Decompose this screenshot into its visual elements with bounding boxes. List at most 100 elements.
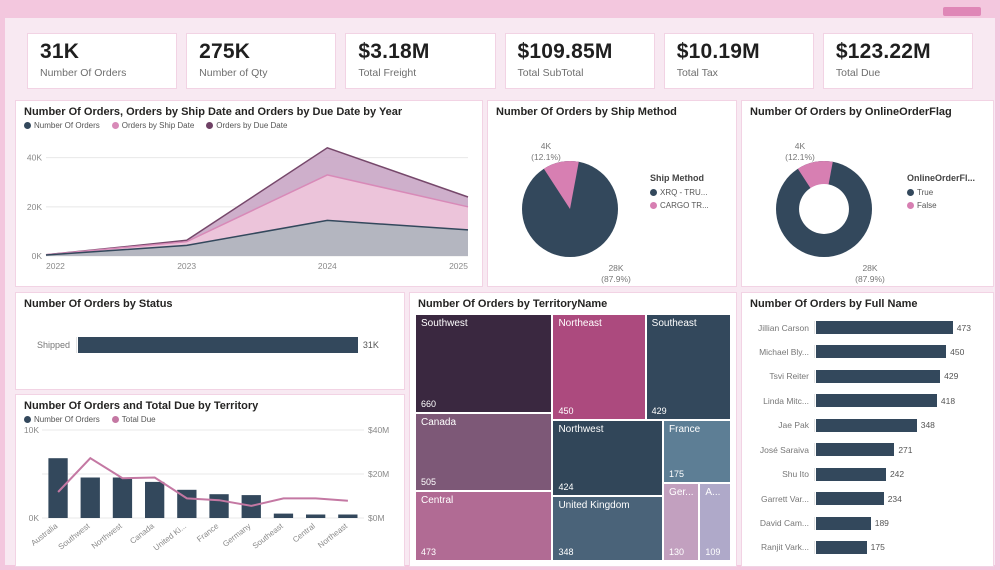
order-count-bar[interactable] <box>816 321 953 334</box>
legend-item-orders-by-ship-date[interactable]: Orders by Ship Date <box>111 121 194 130</box>
full-name-bars: Jillian Carson 473 Michael Bly... 450 Tsvi R… <box>748 317 987 558</box>
territory-combo-chart[interactable]: $40M $20M $0M 10K 0KAustraliaSouthwestNorthw… <box>16 424 398 564</box>
treemap-tile-a[interactable]: A... 109 <box>699 483 731 561</box>
bar-track: 234 <box>814 492 987 506</box>
treemap-card: Number Of Orders by TerritoryName Southw… <box>409 292 737 567</box>
area-chart[interactable]: 0K 20K 40K 2022 2023 2024 2025 <box>16 130 476 272</box>
territory-bar-southwest[interactable] <box>80 477 100 519</box>
bar-value: 271 <box>898 444 913 455</box>
status-bar-track: 31K <box>76 337 396 353</box>
territory-bar-australia[interactable] <box>48 458 68 518</box>
svg-text:Canada: Canada <box>128 521 156 546</box>
treemap-tile-name: Northeast <box>558 318 602 329</box>
legend-item-orders-by-due-date[interactable]: Orders by Due Date <box>206 121 287 130</box>
legend-item-false[interactable]: False <box>907 201 989 210</box>
svg-text:2023: 2023 <box>177 261 196 271</box>
donut-chart[interactable] <box>746 121 906 284</box>
bar-track: 429 <box>814 369 987 383</box>
legend-item-cargo-tr[interactable]: CARGO TR... <box>650 201 732 210</box>
order-count-bar[interactable] <box>816 516 871 530</box>
legend-dot <box>206 122 214 129</box>
svg-text:$20M: $20M <box>368 469 389 479</box>
treemap-tile-central[interactable]: Central 473 <box>415 490 553 561</box>
treemap-tile-northeast[interactable]: Northeast 450 <box>552 314 646 421</box>
territory-bar-france[interactable] <box>209 494 229 518</box>
kpi-card-qty: 275K Number of Qty <box>186 33 337 89</box>
treemap-tile-value: 130 <box>669 546 685 557</box>
status-value: 31K <box>362 340 379 350</box>
legend-label: XRQ - TRU... <box>660 188 708 197</box>
legend-item-true[interactable]: True <box>907 188 989 197</box>
treemap-tile-northwest[interactable]: Northwest 424 <box>552 420 664 496</box>
bar-value: 234 <box>887 493 902 504</box>
treemap-tile-value: 450 <box>558 406 574 417</box>
treemap-tile-canada[interactable]: Canada 505 <box>415 412 553 491</box>
order-count-bar[interactable] <box>816 467 886 481</box>
treemap-tile-southeast[interactable]: Southeast 429 <box>645 314 731 421</box>
legend-item-number-of-orders[interactable]: Number Of Orders <box>24 415 100 424</box>
territory-bar-northwest[interactable] <box>112 477 133 519</box>
territory-legend: Number Of Orders Total Due <box>16 413 404 424</box>
bar-track: 175 <box>814 540 987 554</box>
kpi-card-subtotal: $109.85M Total SubTotal <box>504 33 655 89</box>
full-name-row-jos-saraiva: José Saraiva 271 <box>748 439 987 460</box>
territory-bar-united-ki[interactable] <box>177 489 197 518</box>
svg-text:Northwest: Northwest <box>90 521 125 551</box>
top-right-accent-tab[interactable] <box>943 7 981 16</box>
svg-text:$40M: $40M <box>368 425 389 435</box>
kpi-card-freight: $3.18M Total Freight <box>345 33 496 89</box>
pie-slice-cargo-tr[interactable] <box>543 160 579 209</box>
full-name-label: Michael Bly... <box>759 346 809 357</box>
order-count-bar[interactable] <box>816 369 941 383</box>
kpi-label: Number Of Orders <box>40 67 127 79</box>
full-name-label: José Saraiva <box>759 444 809 455</box>
territory-bar-southeast[interactable] <box>273 513 294 518</box>
legend-dot <box>650 202 657 209</box>
treemap-tile-ger[interactable]: Ger... 130 <box>663 483 700 561</box>
pie-major-pct: (87.9%) <box>601 274 631 285</box>
donut-major-pct: (87.9%) <box>855 274 885 285</box>
status-category-label: Shipped <box>36 340 70 350</box>
full-name-row-linda-mitc: Linda Mitc... 418 <box>748 390 987 411</box>
treemap: Southwest 660 Canada 505 Central 473 Northeast… <box>415 314 731 561</box>
full-name-label: Jae Pak <box>778 420 809 431</box>
full-name-label: Jillian Carson <box>757 322 809 333</box>
treemap-tile-southwest[interactable]: Southwest 660 <box>415 314 553 413</box>
order-count-bar[interactable] <box>816 345 947 359</box>
order-count-bar[interactable] <box>816 540 867 554</box>
order-count-bar[interactable] <box>816 492 884 506</box>
kpi-value: 31K <box>40 40 80 63</box>
treemap-tile-france[interactable]: France 175 <box>663 420 731 484</box>
full-name-row-michael-bly: Michael Bly... 450 <box>748 341 987 362</box>
treemap-tile-value: 175 <box>669 469 685 480</box>
territory-bar-canada[interactable] <box>145 481 165 518</box>
status-bar[interactable] <box>78 337 358 353</box>
territory-bar-central[interactable] <box>306 514 326 519</box>
legend-label: False <box>917 201 937 210</box>
full-name-label: Garrett Var... <box>760 493 809 504</box>
total-due-line[interactable] <box>57 456 348 507</box>
status-chart-card: Number Of Orders by Status Shipped 31K <box>15 292 405 390</box>
legend-label: CARGO TR... <box>660 201 709 210</box>
bar-value: 189 <box>874 518 889 528</box>
svg-text:2025: 2025 <box>449 261 468 271</box>
order-count-bar[interactable] <box>816 443 895 457</box>
svg-text:10K: 10K <box>24 425 39 435</box>
kpi-label: Total Tax <box>676 67 718 79</box>
legend-title: Ship Method <box>650 173 704 183</box>
order-count-bar[interactable] <box>816 394 937 408</box>
legend-item-xrq-tru[interactable]: XRQ - TRU... <box>650 188 732 197</box>
svg-text:0K: 0K <box>29 513 40 523</box>
treemap-tile-united-kingdom[interactable]: United Kingdom 348 <box>552 495 664 561</box>
treemap-tile-value: 505 <box>421 476 437 487</box>
legend-item-number-of-orders[interactable]: Number Of Orders <box>24 121 100 130</box>
pie-minor-pct: (12.1%) <box>531 152 561 163</box>
legend-item-total-due[interactable]: Total Due <box>111 415 156 424</box>
treemap-tile-name: A... <box>705 487 721 499</box>
territory-bar-northeast[interactable] <box>338 514 358 519</box>
bar-value: 348 <box>920 420 935 431</box>
order-count-bar[interactable] <box>816 418 917 432</box>
full-name-row-jillian-carson: Jillian Carson 473 <box>748 317 987 338</box>
pie-chart[interactable] <box>492 121 652 284</box>
area-series-number-of-orders[interactable] <box>46 220 468 256</box>
